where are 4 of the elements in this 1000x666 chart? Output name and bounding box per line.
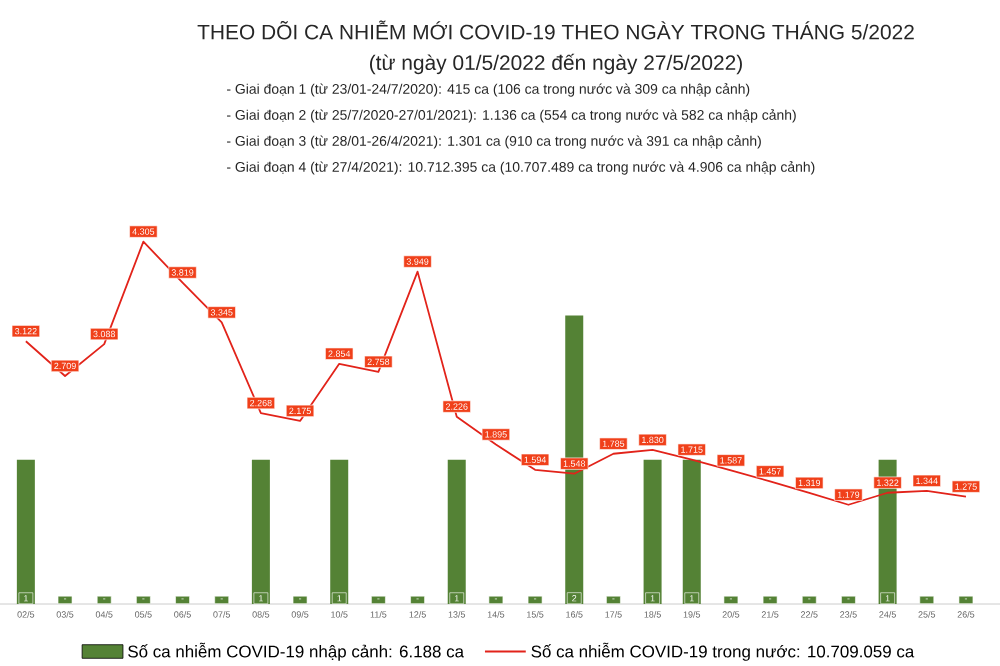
chart-subtitle: (từ ngày 01/5/2022 đến ngày 27/5/2022) [369,53,742,75]
legend-label: Số ca nhiễm COVID-19 trong nước: 10.709.059 ca [531,642,915,661]
legend-label: Số ca nhiễm COVID-19 nhập cảnh: 6.188 ca [128,642,464,661]
chart-title: THEO DÕI CA NHIỄM MỚI COVID-19 THEO NGÀY TRONG THÁNG 5/2022 [197,20,914,40]
